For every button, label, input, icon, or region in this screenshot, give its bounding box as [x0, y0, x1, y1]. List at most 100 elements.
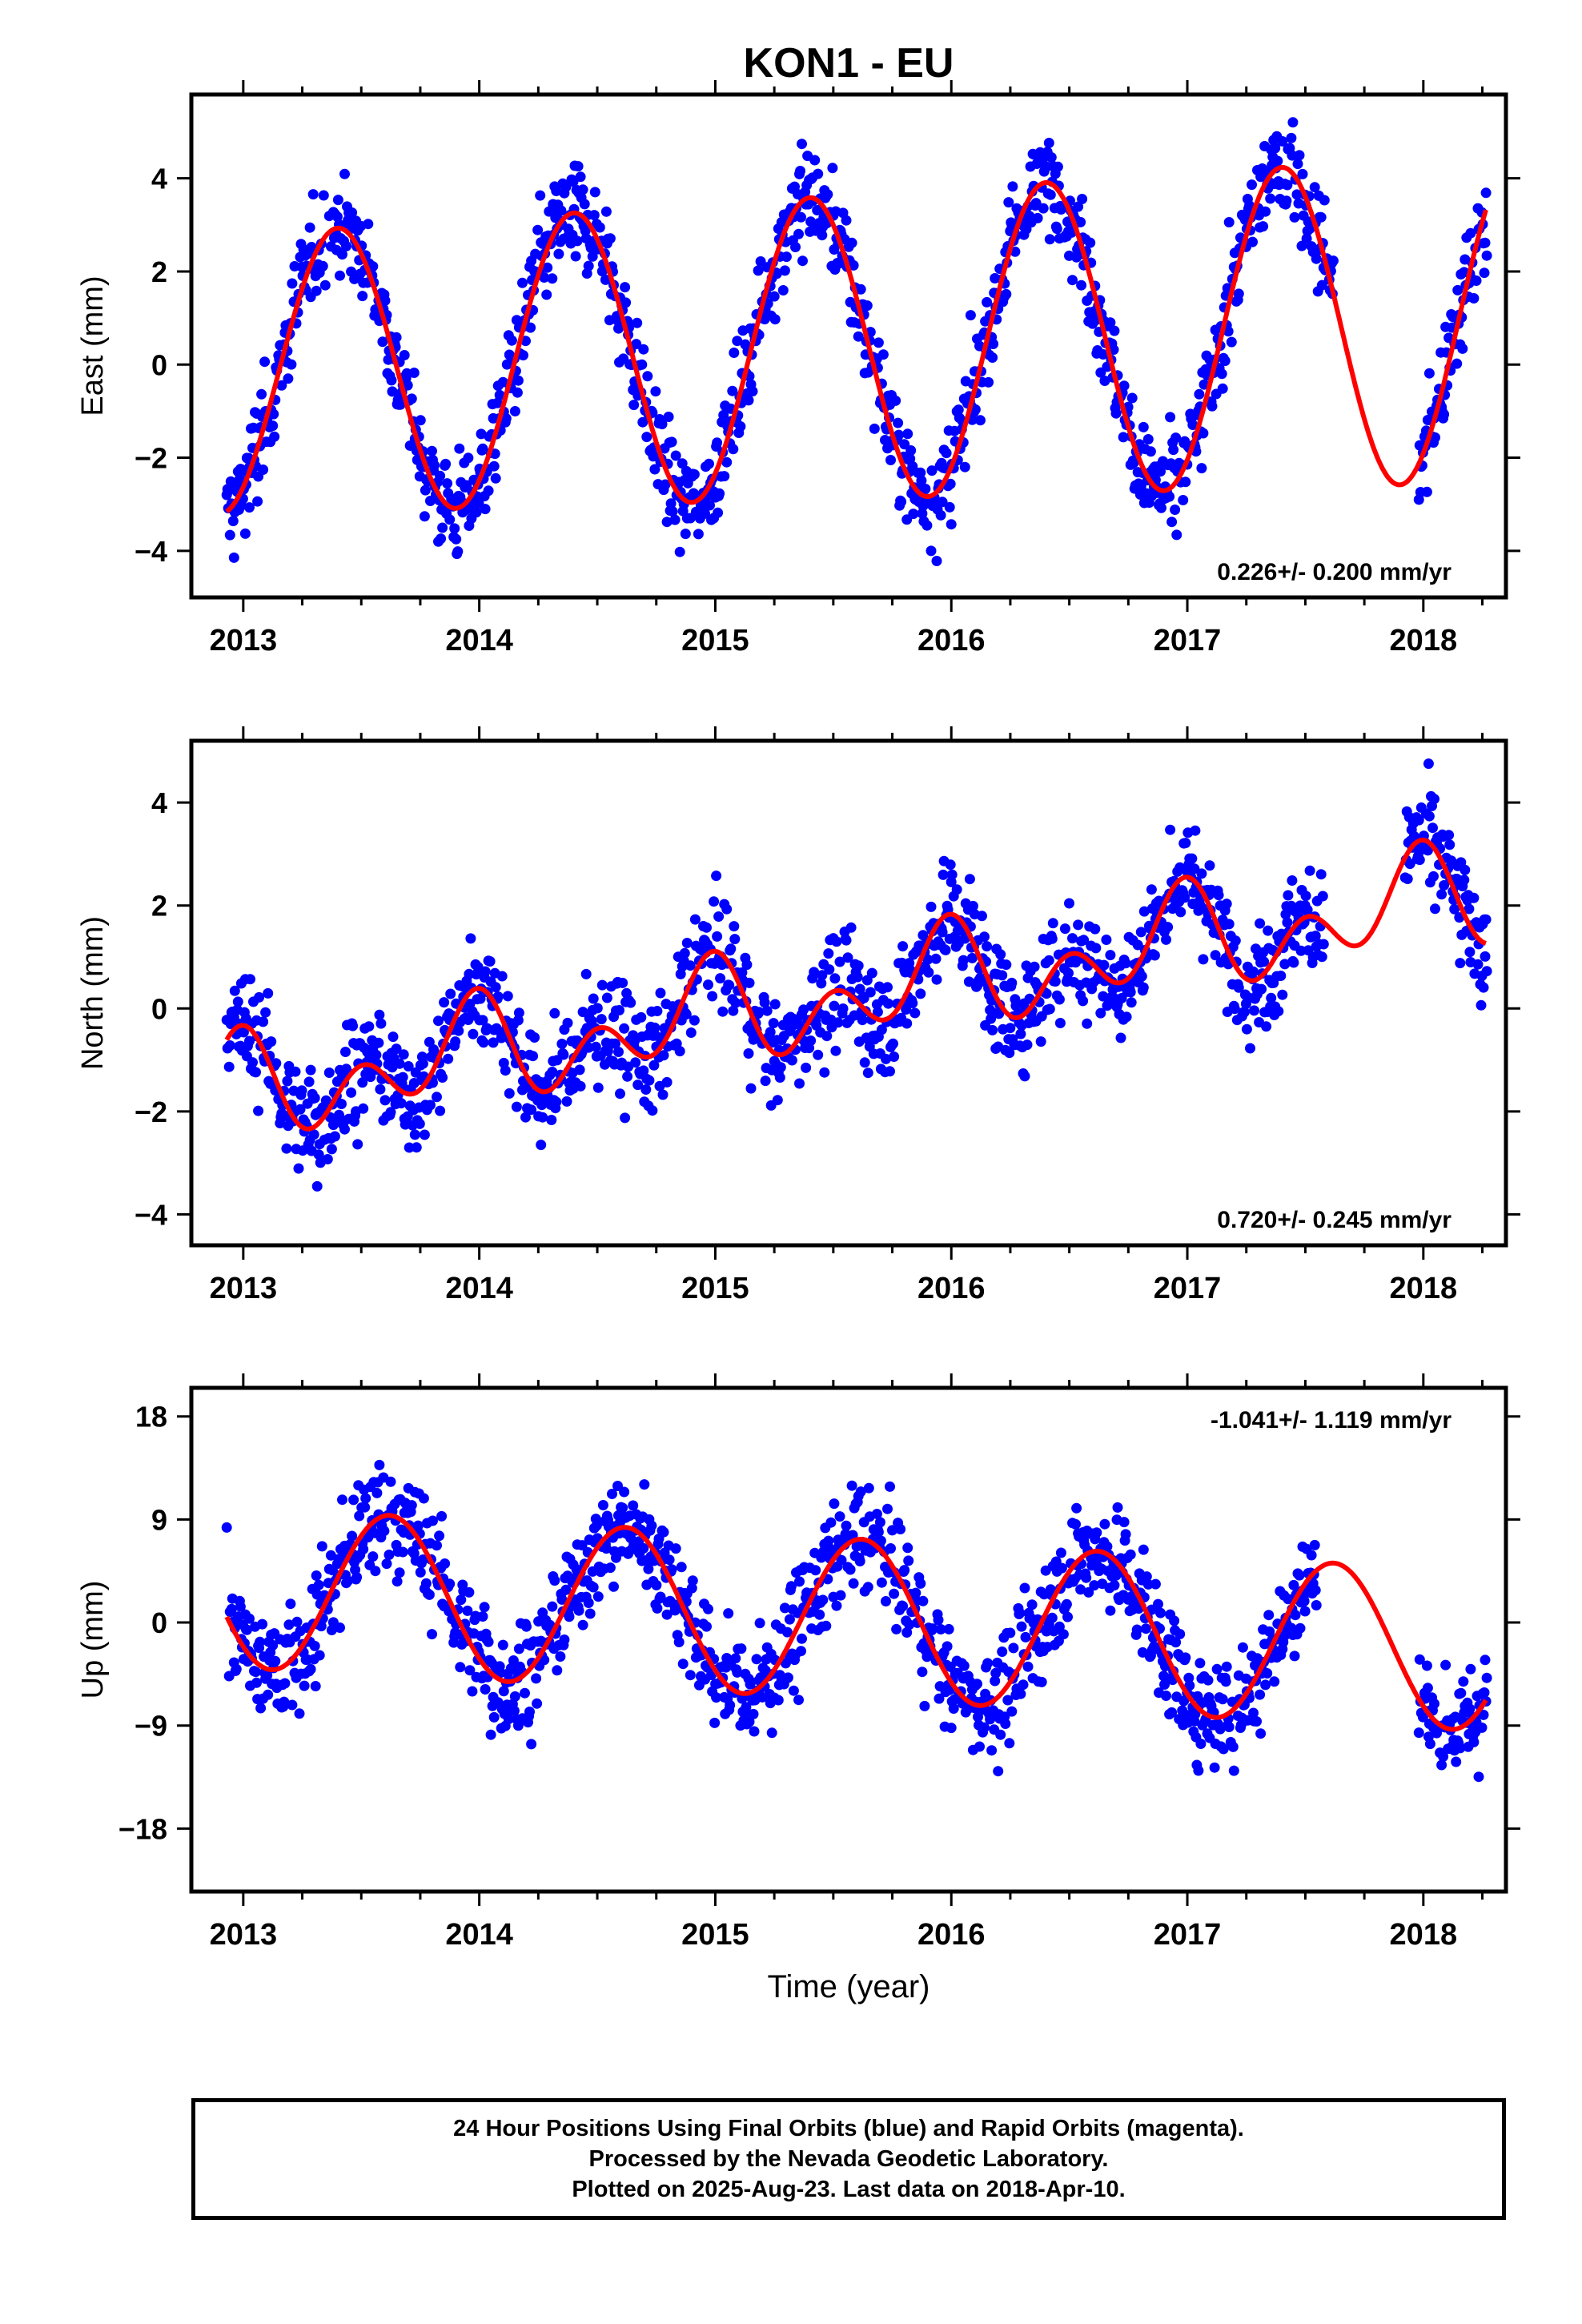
data-point	[853, 960, 864, 971]
data-point	[1414, 854, 1425, 866]
data-point	[945, 859, 956, 870]
data-point	[921, 520, 933, 531]
data-point	[1421, 1660, 1432, 1671]
data-point	[484, 956, 496, 967]
data-point	[765, 1027, 776, 1038]
data-point	[751, 1654, 762, 1665]
north-x-ticks: 2013 2014 2015 2016 2017 2018	[210, 726, 1484, 1305]
data-point	[420, 1578, 432, 1589]
data-point	[468, 1028, 479, 1039]
data-point	[857, 1015, 868, 1026]
data-point	[305, 1064, 316, 1076]
data-point	[591, 1520, 602, 1531]
data-point	[391, 1043, 402, 1055]
data-point	[651, 1579, 662, 1590]
data-point	[681, 1009, 692, 1020]
data-point	[732, 1667, 743, 1678]
data-point	[1423, 758, 1434, 770]
data-point	[375, 1018, 387, 1029]
data-point	[1217, 383, 1228, 394]
data-point	[1452, 358, 1463, 369]
data-point	[1281, 195, 1292, 207]
data-point	[343, 1575, 354, 1586]
data-point	[255, 1703, 267, 1714]
data-point	[409, 1129, 420, 1140]
data-point	[1223, 1722, 1235, 1732]
data-point	[1436, 1759, 1447, 1771]
data-point	[810, 1565, 821, 1576]
data-point	[889, 1588, 900, 1599]
data-point	[1140, 1623, 1151, 1634]
data-point	[600, 1543, 612, 1554]
data-point	[1165, 412, 1176, 423]
data-point	[1090, 943, 1102, 954]
data-point	[1046, 933, 1058, 944]
x-tick-label: 2017	[1154, 624, 1222, 657]
data-point	[414, 1118, 425, 1129]
data-point	[882, 1503, 893, 1514]
data-point	[296, 1085, 307, 1096]
data-point	[1154, 895, 1164, 907]
data-point	[1292, 159, 1303, 170]
data-point	[1193, 1765, 1204, 1776]
data-point	[1260, 206, 1271, 217]
data-point	[1422, 845, 1433, 856]
data-point	[715, 973, 726, 984]
data-point	[853, 331, 864, 342]
data-point	[1076, 279, 1087, 291]
data-point	[937, 497, 948, 508]
data-point	[713, 507, 724, 518]
data-point	[1178, 1695, 1190, 1707]
data-point	[655, 987, 666, 999]
data-point	[885, 1481, 895, 1492]
data-point	[266, 1036, 277, 1047]
data-point	[588, 993, 599, 1004]
data-point	[703, 1603, 713, 1614]
data-point	[809, 155, 821, 166]
data-point	[488, 1037, 499, 1048]
data-point	[1289, 211, 1300, 223]
data-point	[901, 1627, 913, 1638]
east-x-ticks: 2013 2014 2015 2016 2017 2018	[210, 80, 1484, 657]
data-point	[258, 464, 269, 475]
data-point	[769, 999, 781, 1010]
data-point	[436, 1510, 448, 1522]
data-point	[415, 415, 426, 426]
data-point	[498, 1686, 509, 1697]
data-point	[1481, 1672, 1492, 1683]
data-point	[1259, 956, 1270, 967]
data-point	[1421, 486, 1432, 497]
data-point	[1300, 891, 1311, 902]
data-point	[1424, 1739, 1435, 1750]
data-point	[404, 1142, 415, 1153]
data-point	[909, 1007, 921, 1019]
data-point	[620, 297, 632, 308]
data-point	[1217, 1694, 1228, 1705]
data-point	[988, 339, 999, 349]
data-point	[846, 237, 857, 248]
data-point	[267, 420, 279, 432]
data-point	[524, 1707, 535, 1717]
data-point	[574, 1064, 585, 1076]
x-tick-label: 2018	[1390, 1272, 1458, 1305]
data-point	[500, 413, 512, 424]
data-point	[1105, 317, 1116, 328]
data-point	[784, 1614, 795, 1625]
data-point	[490, 982, 501, 993]
data-point	[754, 1618, 765, 1629]
data-point	[825, 1517, 837, 1528]
data-point	[547, 1067, 558, 1077]
data-point	[553, 248, 564, 259]
data-point	[1059, 923, 1070, 935]
data-point	[1006, 977, 1018, 988]
data-point	[1263, 1610, 1275, 1621]
data-point	[1249, 1005, 1259, 1016]
data-point	[835, 1590, 846, 1601]
data-point	[568, 176, 579, 187]
data-point	[492, 991, 504, 1002]
data-point	[408, 368, 420, 378]
data-point	[1055, 204, 1066, 215]
caption-line-1: 24 Hour Positions Using Final Orbits (bl…	[453, 2116, 1244, 2141]
data-point	[617, 977, 628, 988]
